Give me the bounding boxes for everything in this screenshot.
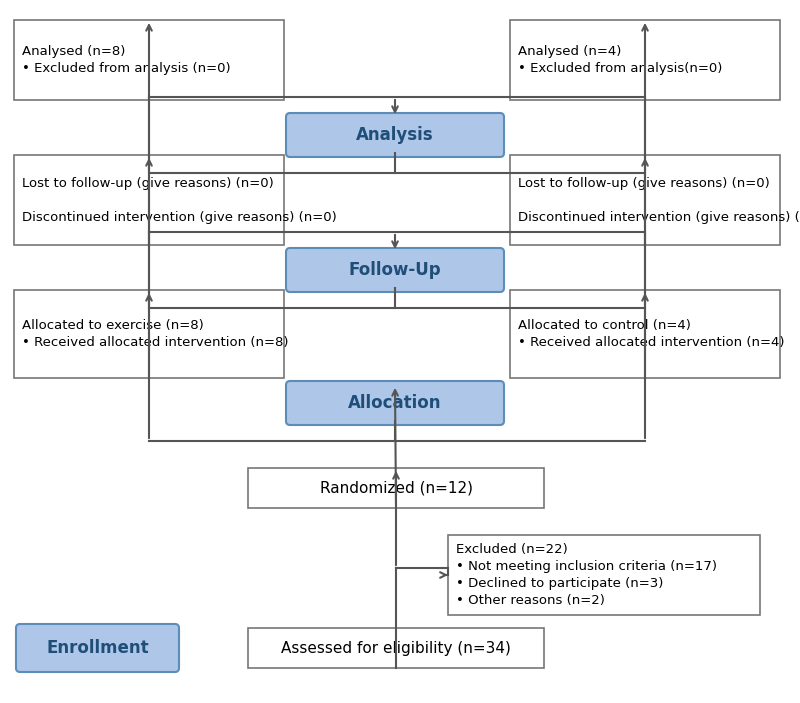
Bar: [448, 535, 760, 615]
Bar: [14, 20, 284, 100]
Text: Analysis: Analysis: [356, 126, 434, 144]
FancyBboxPatch shape: [286, 113, 504, 157]
FancyBboxPatch shape: [286, 381, 504, 425]
Bar: [248, 468, 544, 508]
Text: Allocation: Allocation: [348, 394, 442, 412]
Bar: [14, 290, 284, 378]
FancyBboxPatch shape: [286, 248, 504, 292]
Bar: [510, 20, 780, 100]
Text: Randomized (n=12): Randomized (n=12): [319, 480, 473, 496]
Text: Analysed (n=4)
• Excluded from analysis(n=0): Analysed (n=4) • Excluded from analysis(…: [518, 45, 722, 75]
Text: Lost to follow-up (give reasons) (n=0)

Discontinued intervention (give reasons): Lost to follow-up (give reasons) (n=0) D…: [22, 176, 337, 224]
Text: Follow-Up: Follow-Up: [349, 261, 442, 279]
Text: Enrollment: Enrollment: [46, 639, 149, 657]
Text: Lost to follow-up (give reasons) (n=0)

Discontinued intervention (give reasons): Lost to follow-up (give reasons) (n=0) D…: [518, 176, 800, 224]
FancyBboxPatch shape: [16, 624, 179, 672]
Bar: [510, 155, 780, 245]
Text: Allocated to control (n=4)
• Received allocated intervention (n=4): Allocated to control (n=4) • Received al…: [518, 319, 785, 349]
Bar: [510, 290, 780, 378]
Text: Assessed for eligibility (n=34): Assessed for eligibility (n=34): [281, 640, 511, 655]
Bar: [248, 628, 544, 668]
Bar: [14, 155, 284, 245]
Text: Excluded (n=22)
• Not meeting inclusion criteria (n=17)
• Declined to participat: Excluded (n=22) • Not meeting inclusion …: [456, 543, 717, 607]
Text: Analysed (n=8)
• Excluded from analysis (n=0): Analysed (n=8) • Excluded from analysis …: [22, 45, 230, 75]
Text: Allocated to exercise (n=8)
• Received allocated intervention (n=8): Allocated to exercise (n=8) • Received a…: [22, 319, 289, 349]
